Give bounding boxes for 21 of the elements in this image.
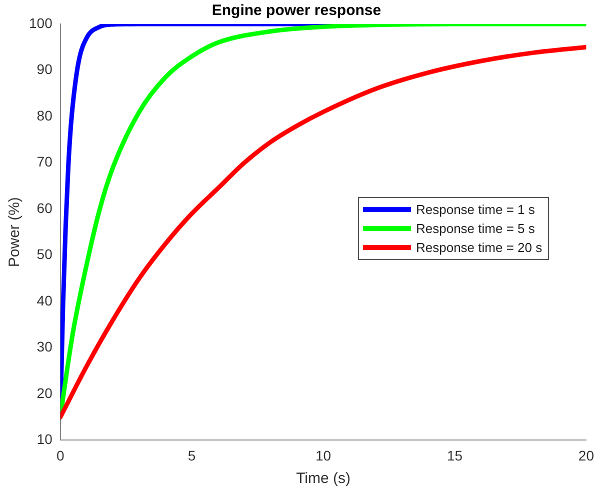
x-tick-label: 0 — [56, 447, 64, 464]
x-axis-title: Time (s) — [296, 470, 351, 488]
y-tick-label: 100 — [29, 14, 53, 31]
y-tick-label: 10 — [36, 431, 53, 448]
x-tick-label: 20 — [578, 447, 594, 464]
legend-label: Response time = 20 s — [416, 240, 542, 255]
y-tick-label: 30 — [36, 338, 53, 355]
y-tick-label: 60 — [36, 200, 53, 216]
y-axis-title: Power (%) — [6, 197, 24, 268]
y-tick-label: 40 — [36, 292, 53, 308]
y-tick-label: 20 — [36, 384, 53, 401]
y-tick-label: 90 — [36, 61, 53, 78]
chart-title: Engine power response — [212, 2, 382, 20]
x-tick-label: 5 — [188, 447, 196, 464]
legend-label: Response time = 1 s — [416, 202, 535, 217]
y-tick-label: 50 — [36, 246, 53, 262]
x-tick-label: 10 — [315, 447, 332, 464]
y-tick-label: 80 — [36, 107, 53, 124]
x-tick-label: 15 — [446, 447, 463, 464]
legend-label: Response time = 5 s — [416, 221, 535, 236]
y-tick-label: 70 — [36, 154, 53, 170]
